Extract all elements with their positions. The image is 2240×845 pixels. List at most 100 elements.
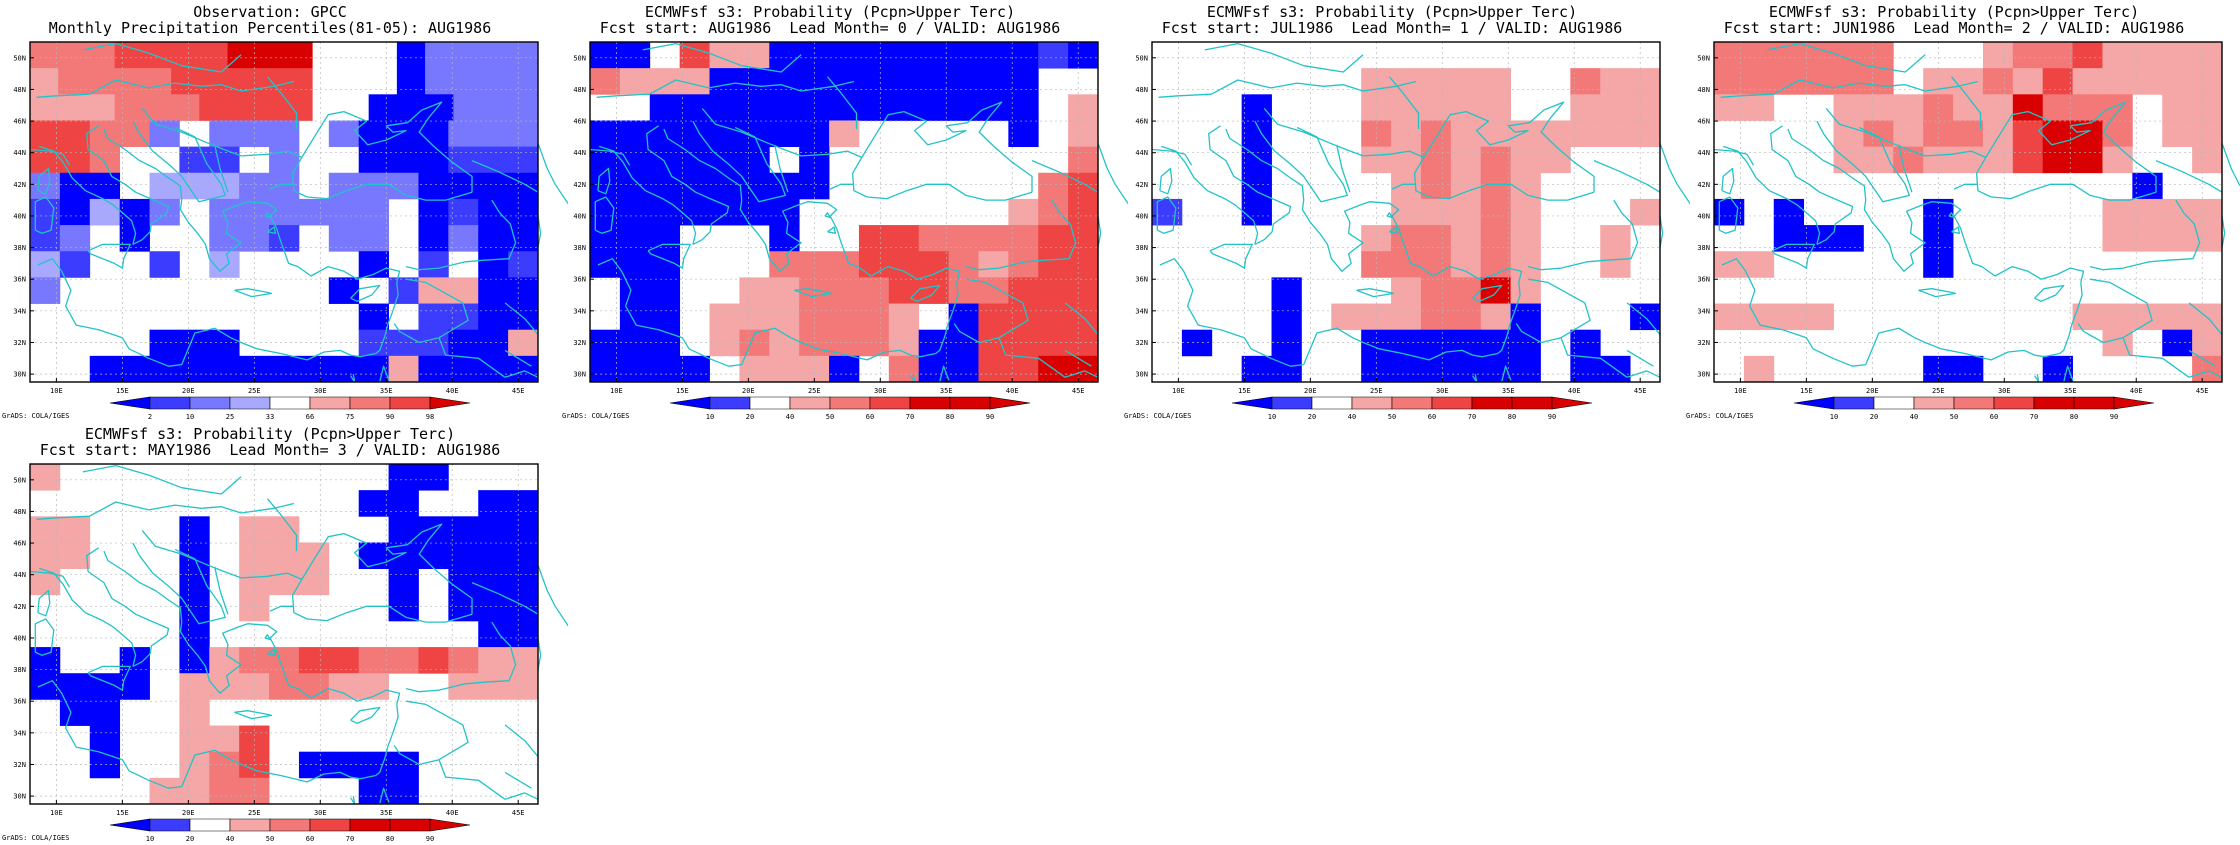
grid-cell [1743, 251, 1775, 278]
colorbar-swatch [309, 396, 351, 410]
grid-cell [448, 355, 479, 383]
grid-cell [1008, 120, 1039, 148]
grid-cell [888, 68, 920, 95]
grid-cell [1540, 120, 1571, 148]
grid-cell [179, 725, 210, 753]
grid-cell [1893, 146, 1924, 174]
coastline [504, 771, 532, 789]
grid-cell [1510, 355, 1541, 383]
grid-cell [448, 303, 479, 331]
grid-cell [478, 647, 509, 674]
coastline [1816, 120, 1910, 203]
grid-cell [255, 68, 285, 95]
y-tick-label: 44N [573, 149, 586, 157]
grid-cell [388, 594, 419, 622]
coastline [1948, 212, 1955, 219]
grid-cell [739, 94, 770, 121]
colorbar-label: 70 [346, 835, 354, 843]
coastline [1515, 278, 1591, 344]
map-svg: 10E 15E 20E 25E 30E 35E 40E 45E 30N 32N 34N 36N 38N 4… [13, 463, 568, 817]
grid-cell [1420, 225, 1452, 252]
coastline [1771, 243, 1815, 269]
grid-cell [948, 42, 979, 69]
colorbar-label: 90 [386, 413, 394, 421]
grid-cell [1008, 303, 1039, 331]
colorbar-label: 40 [786, 413, 794, 421]
map-frame [29, 41, 539, 383]
coastline [87, 243, 131, 269]
x-tick-label: 20E [1304, 387, 1317, 395]
grid-cell [888, 42, 920, 69]
grid-cell [948, 251, 979, 278]
grid-cell [269, 673, 300, 700]
y-tick-label: 44N [1697, 149, 1710, 157]
colorbar-label: 25 [226, 413, 234, 421]
grid-cell [358, 172, 389, 200]
grid-cell [2102, 94, 2133, 121]
colorbar-swatch [1873, 396, 1915, 410]
coastline [379, 787, 390, 805]
grid-cell [89, 198, 121, 226]
coastline [1626, 370, 1661, 378]
coastline [86, 547, 170, 667]
coastline [1097, 215, 1102, 248]
coastline [1720, 79, 1979, 98]
gridlines [30, 464, 538, 804]
grid-cell [799, 146, 830, 174]
coastline [1064, 370, 1099, 378]
x-tick-label: 30E [314, 387, 327, 395]
grid-cell [1833, 120, 1864, 148]
y-tick-label: 42N [13, 181, 26, 189]
gridlines [30, 42, 538, 382]
coastline [1064, 349, 1092, 367]
grid-cell [739, 68, 770, 95]
y-tick-label: 50N [1697, 54, 1710, 62]
grid-cell [1008, 68, 1039, 95]
grid-cell [1833, 146, 1864, 174]
x-tick-label: 20E [182, 387, 195, 395]
axis-ticks: 10E 15E 20E 25E 30E 35E 40E 45E 30N 32N 34N 36N 38N 4… [573, 54, 1084, 395]
grid-cell [1982, 68, 2014, 95]
grid-cell [328, 647, 360, 674]
grid-cell [1714, 303, 1745, 331]
coastline [642, 42, 802, 73]
grid-cell [1068, 355, 1099, 383]
y-tick-label: 40N [13, 212, 26, 220]
x-tick-label: 15E [1800, 387, 1813, 395]
grid-cell [142, 42, 172, 69]
grid-cell [2102, 120, 2133, 148]
grid-cell [269, 120, 300, 148]
grid-cell [2072, 303, 2103, 331]
panel-title-line1: ECMWFsf s3: Probability (Pcpn>Upper Terc… [84, 425, 456, 443]
colorbar-label: 70 [906, 413, 914, 421]
grid-cell [1480, 355, 1511, 383]
grid-cell [255, 94, 285, 121]
coastline [939, 365, 950, 383]
gridlines [1152, 42, 1660, 382]
panel-title-line1: ECMWFsf s3: Probability (Pcpn>Upper Terc… [1768, 3, 2140, 21]
grads-footer-label: GrADS: COLA/IGES [562, 412, 630, 420]
grid-cell [1038, 303, 1069, 331]
grid-cell [508, 516, 539, 543]
y-tick-label: 40N [13, 634, 26, 642]
grid-cell [2192, 146, 2223, 174]
grid-cell [448, 225, 479, 252]
grid-cell [1714, 94, 1745, 121]
grid-cell [590, 120, 621, 148]
colorbar-label: 80 [946, 413, 954, 421]
grid-cell [448, 277, 479, 304]
coastline [827, 226, 837, 234]
coastline [29, 570, 71, 588]
coastline [998, 337, 1066, 378]
x-tick-label: 40E [1568, 387, 1581, 395]
grid-cell [2042, 94, 2073, 121]
x-tick-label: 25E [1932, 387, 1945, 395]
grid-cell [418, 542, 449, 570]
y-tick-label: 38N [1135, 244, 1148, 252]
grid-cell [2132, 42, 2163, 69]
coastline [1497, 282, 1521, 355]
panel-title-line2: Fcst start: JUL1986 Lead Month= 1 / VALI… [1161, 19, 1623, 37]
grid-cell [829, 120, 860, 148]
grid-cell [709, 146, 740, 174]
grid-cell [508, 146, 539, 174]
